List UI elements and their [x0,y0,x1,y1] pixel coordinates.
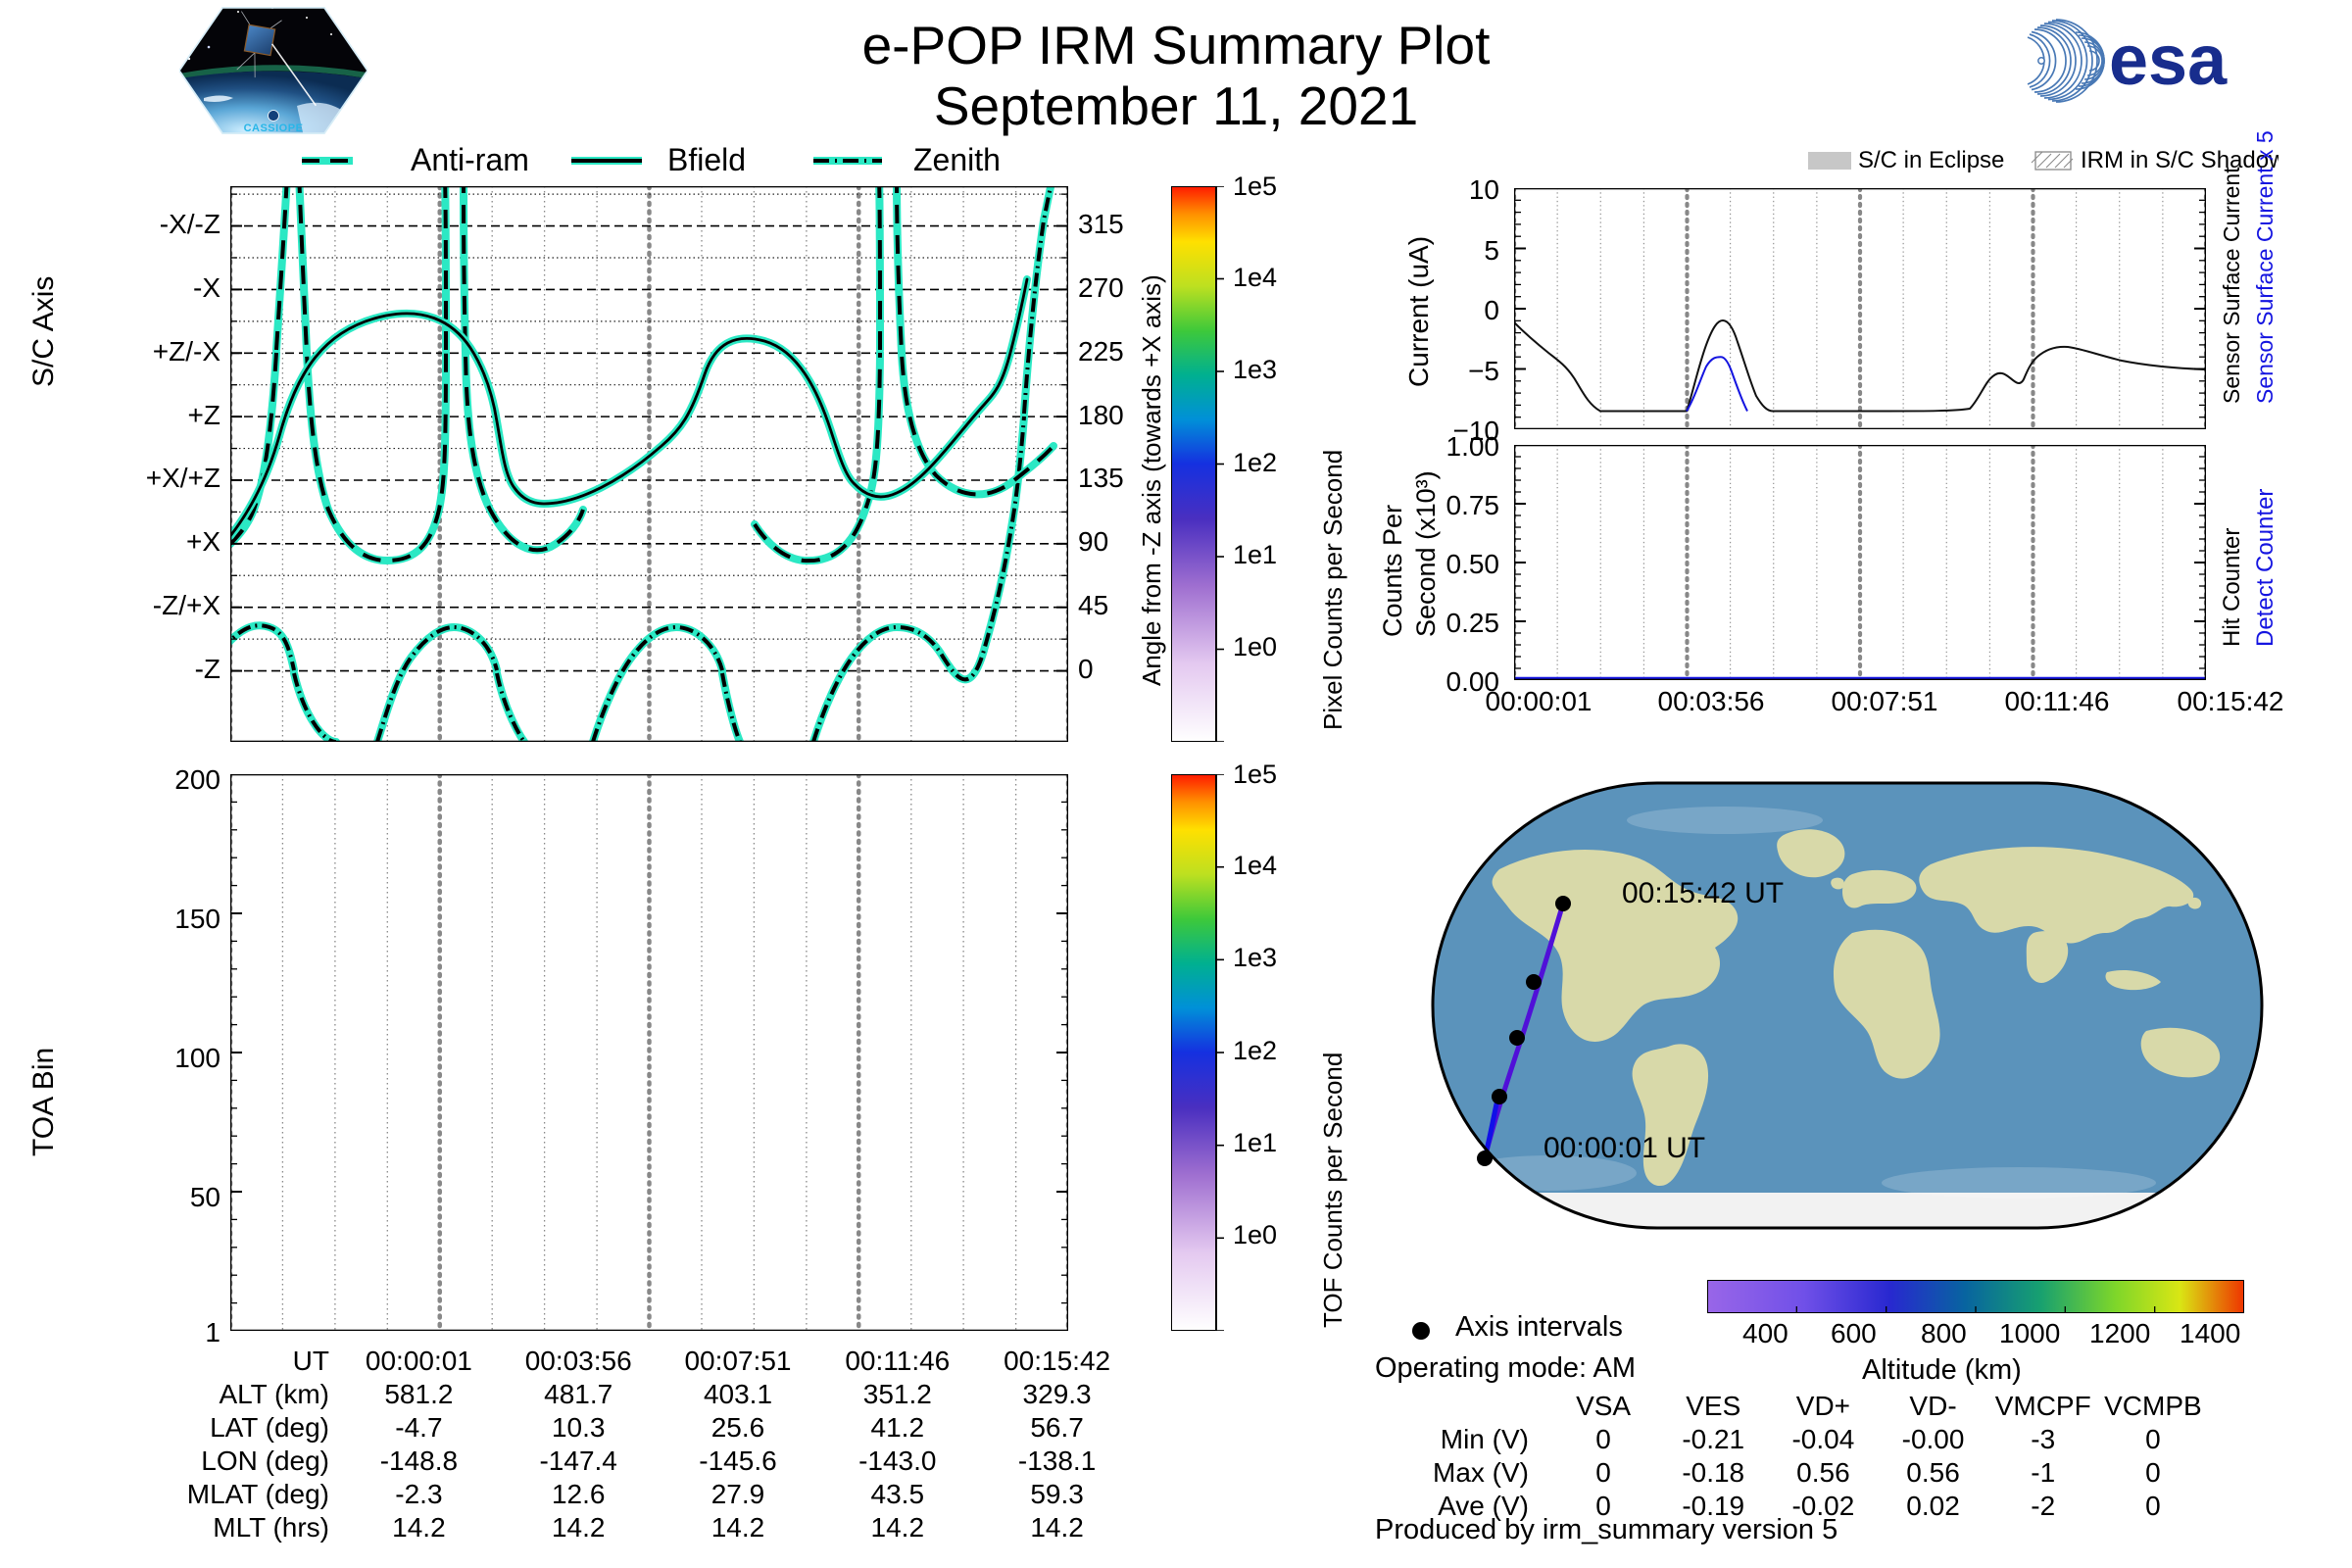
svg-text:Anti-ram: Anti-ram [411,145,529,177]
svg-text:S/C in Eclipse: S/C in Eclipse [1858,150,2004,173]
svg-text:Bfield: Bfield [667,145,746,177]
svg-text:esa: esa [2109,22,2228,100]
svg-text:Zenith: Zenith [913,145,1001,177]
svg-text:IRM in S/C Shadow: IRM in S/C Shadow [2081,150,2278,173]
